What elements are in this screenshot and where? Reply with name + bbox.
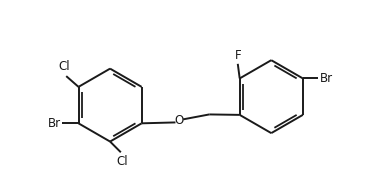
Text: Cl: Cl — [116, 155, 128, 168]
Text: Br: Br — [320, 72, 333, 85]
Text: Br: Br — [48, 117, 61, 130]
Text: Cl: Cl — [59, 60, 71, 73]
Text: F: F — [235, 49, 242, 62]
Text: O: O — [174, 114, 183, 127]
